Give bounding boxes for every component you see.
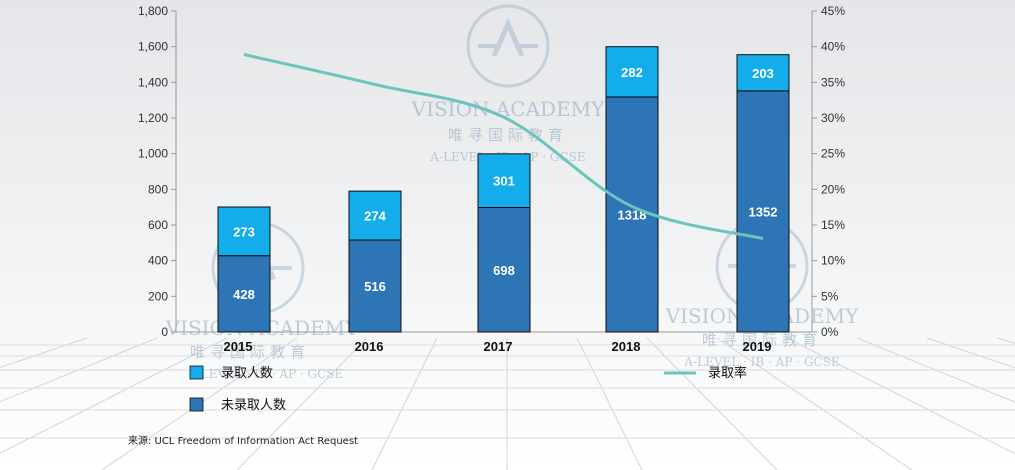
legend-label-admitted: 录取人数 — [221, 366, 273, 381]
x-tick-label: 2017 — [484, 339, 513, 354]
watermark-logo-center — [466, 4, 550, 88]
floor-grid-line — [716, 337, 913, 470]
rate-line — [243, 53, 764, 241]
legend-label-rate: 录取率 — [708, 365, 747, 381]
y-left-tick-label: 800 — [148, 182, 168, 196]
legend-swatch-rejected — [189, 397, 204, 412]
y-right-tick-label: 10% — [821, 254, 845, 268]
y-right-tick-label: 35% — [821, 75, 845, 89]
y-left-tick-label: 600 — [148, 218, 168, 232]
watermark-brand: VISION ACADEMY — [411, 97, 606, 121]
y-right-tick-label: 5% — [821, 289, 839, 303]
y-right-tick-label: 15% — [821, 218, 845, 232]
bar-label-rejected-2016: 516 — [364, 279, 386, 294]
legend-label-rejected: 未录取人数 — [221, 398, 286, 413]
y-right-tick-label: 30% — [821, 111, 845, 125]
bar-label-admitted-2017: 301 — [493, 174, 515, 189]
bar-admitted-2019 — [736, 54, 790, 92]
bar-rejected-2016 — [348, 239, 402, 333]
logo-a-shape — [491, 17, 525, 58]
y-left-tick-label: 1,000 — [138, 147, 168, 161]
y-right-tick-label: 0% — [821, 325, 839, 339]
watermark-subjects-left: LEVEL · IB · AP · GCSE — [201, 367, 344, 381]
bar-admitted-2017 — [477, 153, 531, 209]
floor-grid-line — [371, 337, 438, 470]
floor-grid-line — [0, 337, 88, 368]
watermark-subjects-right: A-LEVEL · IB · AP · GCSE — [683, 355, 839, 369]
floor-grid-line — [926, 337, 1015, 369]
bar-label-rejected-2019: 1352 — [749, 204, 778, 219]
y-left-tick-label: 200 — [148, 289, 168, 303]
y-left-tick-label: 1,800 — [138, 4, 168, 18]
watermark-chinese: 唯寻国际教育 — [448, 127, 568, 144]
y-left-tick-label: 0 — [161, 325, 168, 339]
bar-label-admitted-2016: 274 — [364, 209, 386, 224]
y-left-tick-label: 400 — [148, 254, 168, 268]
source-note: 来源: UCL Freedom of Information Act Reque… — [128, 436, 358, 447]
bar-admitted-2016 — [348, 190, 402, 241]
bar-rejected-2019 — [736, 90, 790, 333]
y-left-tick-label: 1,400 — [138, 75, 168, 89]
legend-swatch-admitted — [189, 365, 204, 380]
x-tick-label: 2019 — [743, 339, 772, 354]
y-left-tick-label: 1,200 — [138, 111, 168, 125]
bar-admitted-2015 — [217, 206, 271, 257]
bar-label-rejected-2017: 698 — [493, 263, 515, 278]
x-tick-label: 2016 — [355, 339, 384, 354]
bar-rejected-2015 — [217, 255, 271, 333]
floor-grid-line — [0, 337, 158, 403]
watermark-chinese-left: 唯寻国际教育 — [190, 344, 310, 361]
floor-grid-line — [856, 337, 1015, 403]
x-tick-label: 2018 — [612, 339, 641, 354]
y-right-tick-label: 45% — [821, 4, 845, 18]
rate-line-path — [243, 53, 764, 241]
bar-label-admitted-2018: 282 — [621, 65, 643, 80]
logo-ring — [466, 4, 550, 88]
floor-grid-line — [576, 337, 643, 470]
x-tick-label: 2015 — [224, 339, 253, 354]
y-right-tick-label: 40% — [821, 40, 845, 54]
bar-label-admitted-2015: 273 — [233, 224, 255, 239]
axes: 0 200 400 600 800 1,000 1,200 1,400 1,600 1,800 0%… — [138, 4, 845, 354]
floor-grid-line — [646, 337, 778, 470]
floor-grid-line — [236, 337, 368, 470]
bar-label-admitted-2019: 203 — [752, 66, 774, 81]
bar-admitted-2018 — [605, 46, 659, 98]
watermark-chinese-right: 唯寻国际教育 — [702, 332, 822, 349]
floor-grid-line — [0, 337, 228, 454]
y-left-tick-label: 1,600 — [138, 40, 168, 54]
y-right-tick-label: 25% — [821, 147, 845, 161]
y-right-tick-label: 20% — [821, 182, 845, 196]
floor-grid-line — [786, 337, 1015, 455]
bar-label-rejected-2015: 428 — [233, 287, 255, 302]
